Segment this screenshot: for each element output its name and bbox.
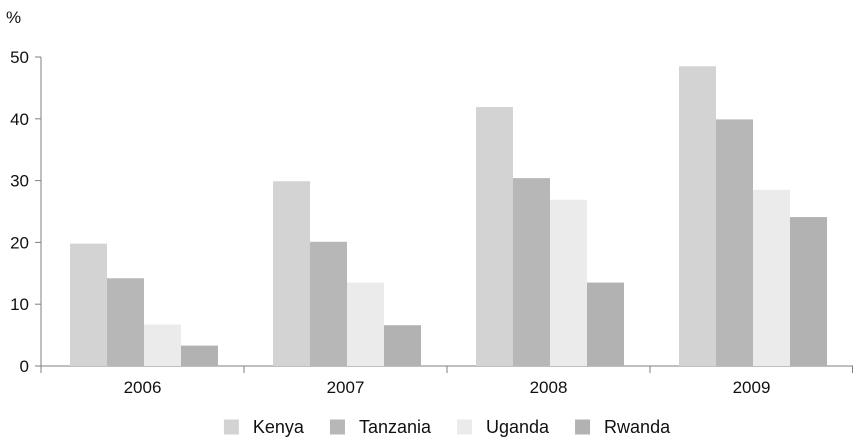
y-tick-label: 20: [10, 233, 29, 252]
bar-tanzania-2008: [513, 178, 550, 366]
y-tick-label: 40: [10, 110, 29, 129]
bar-kenya-2008: [476, 107, 513, 367]
bar-kenya-2007: [273, 181, 310, 366]
bar-uganda-2006: [144, 324, 181, 366]
bar-uganda-2009: [753, 189, 790, 366]
legend-swatch-uganda: [456, 419, 472, 435]
bar-kenya-2009: [679, 66, 716, 367]
legend-swatch-rwanda: [575, 419, 591, 435]
legend-swatch-tanzania: [329, 419, 345, 435]
bar-rwanda-2009: [790, 217, 827, 366]
bar-kenya-2006: [70, 243, 107, 366]
y-tick-label: 30: [10, 172, 29, 191]
bar-uganda-2007: [347, 282, 384, 366]
legend-swatch-kenya: [223, 419, 239, 435]
bar-rwanda-2008: [587, 282, 624, 366]
legend-label-uganda: Uganda: [486, 417, 550, 437]
x-tick-label: 2006: [124, 378, 162, 397]
legend-label-kenya: Kenya: [253, 417, 305, 437]
y-axis: 0 10 20 30 40 50: [10, 48, 42, 376]
bar-rwanda-2006: [181, 345, 218, 366]
bar-uganda-2008: [550, 199, 587, 366]
y-tick-label: 10: [10, 295, 29, 314]
legend: Kenya Tanzania Uganda Rwanda: [223, 417, 671, 437]
y-tick-label: 50: [10, 48, 29, 67]
y-axis-unit-label: %: [6, 8, 21, 27]
y-tick-label: 0: [20, 357, 29, 376]
bar-tanzania-2009: [716, 119, 753, 366]
legend-label-rwanda: Rwanda: [604, 417, 671, 437]
bar-tanzania-2007: [310, 241, 347, 366]
x-axis: 2006 2007 2008 2009: [35, 365, 853, 397]
x-tick-label: 2008: [530, 378, 568, 397]
x-tick-label: 2009: [733, 378, 771, 397]
legend-label-tanzania: Tanzania: [359, 417, 432, 437]
bars: [70, 66, 827, 367]
bar-tanzania-2006: [107, 278, 144, 366]
x-tick-label: 2007: [327, 378, 365, 397]
bar-rwanda-2007: [384, 325, 421, 366]
